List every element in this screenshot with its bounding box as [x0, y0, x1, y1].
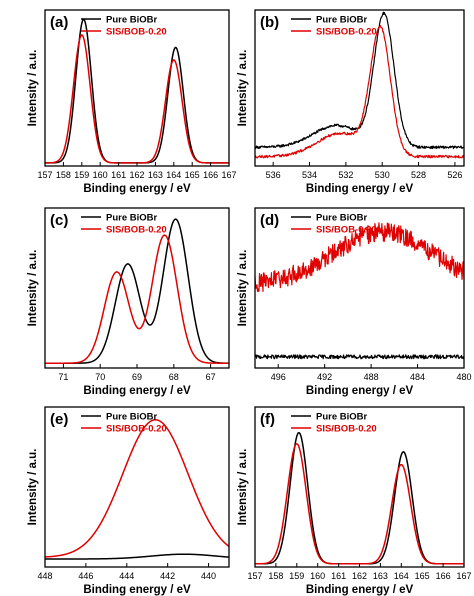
x-tick-label: 159 [74, 170, 89, 180]
x-tick-label: 165 [415, 571, 430, 581]
x-tick-label: 68 [169, 372, 179, 382]
x-tick-label: 160 [310, 571, 325, 581]
x-tick-label: 71 [58, 372, 68, 382]
panel-b: 536 534 532 530 528 526 Binding energy / eV Int… [237, 9, 465, 195]
legend-label: Pure BiOBr [316, 213, 368, 224]
y-axis-label: Intensity / a.u. [237, 50, 249, 127]
x-tick-label: 532 [338, 170, 353, 180]
x-axis-label: Binding energy / eV [306, 385, 414, 397]
x-axis-label: Binding energy / eV [306, 584, 414, 596]
x-tick-label: 167 [221, 170, 236, 180]
series-line-sis-bob-0-20 [254, 443, 465, 565]
panel-a: 157 158 159 160 161 162 163 164 165 166 167 Binding… [27, 9, 237, 195]
legend-label: Pure BiOBr [106, 412, 158, 423]
x-tick-label: 161 [331, 571, 346, 581]
legend-label: Pure BiOBr [106, 15, 158, 26]
axes-frame [254, 9, 465, 167]
legend-label: SIS/BOB-0.20 [106, 27, 167, 38]
x-tick-label: 159 [289, 571, 304, 581]
x-tick-label: 163 [148, 170, 163, 180]
x-tick-label: 442 [160, 571, 175, 581]
series-line-pure-biobr [254, 354, 465, 360]
x-tick-label: 160 [93, 170, 108, 180]
x-tick-label: 536 [266, 170, 281, 180]
x-tick-label: 162 [129, 170, 144, 180]
x-tick-label: 167 [456, 571, 471, 581]
x-tick-label: 70 [95, 372, 105, 382]
series-line-sis-bob-0-20 [44, 234, 230, 364]
panel-label: (b) [260, 14, 279, 31]
x-tick-label: 164 [166, 170, 181, 180]
legend-label: Pure BiOBr [316, 412, 368, 423]
x-tick-label: 444 [119, 571, 134, 581]
legend-label: Pure BiOBr [106, 213, 158, 224]
series-line-pure-biobr [44, 218, 230, 364]
x-axis-label: Binding energy / eV [83, 183, 191, 195]
series-line-sis-bob-0-20 [44, 34, 230, 164]
panel-d: 496 492 488 484 480 Binding energy / eV Intens… [237, 207, 472, 397]
x-tick-label: 534 [302, 170, 317, 180]
legend-label: SIS/BOB-0.20 [316, 27, 377, 38]
x-tick-label: 488 [364, 372, 379, 382]
x-tick-label: 164 [394, 571, 409, 581]
x-tick-label: 157 [37, 170, 52, 180]
x-tick-label: 163 [373, 571, 388, 581]
panel-label: (a) [50, 14, 68, 31]
x-axis-label: Binding energy / eV [306, 183, 414, 195]
x-tick-label: 530 [375, 170, 390, 180]
x-tick-label: 162 [352, 571, 367, 581]
y-axis-label: Intensity / a.u. [237, 449, 249, 526]
y-axis-label: Intensity / a.u. [27, 50, 39, 127]
y-axis-label: Intensity / a.u. [27, 449, 39, 526]
x-tick-label: 166 [436, 571, 451, 581]
series-line-sis-bob-0-20 [44, 419, 230, 558]
axes-frame [44, 406, 230, 568]
x-tick-label: 165 [185, 170, 200, 180]
legend-label: SIS/BOB-0.20 [316, 225, 377, 236]
panel-c: 71 70 69 68 67 Binding energy / eV Intensity /… [27, 207, 230, 397]
x-tick-label: 446 [78, 571, 93, 581]
series-line-sis-bob-0-20 [254, 25, 465, 159]
y-axis-label: Intensity / a.u. [27, 250, 39, 327]
x-tick-label: 484 [410, 372, 425, 382]
x-tick-label: 492 [317, 372, 332, 382]
x-tick-label: 528 [411, 170, 426, 180]
panel-f: 157 158 159 160 161 162 163 164 165 166 167 Binding… [237, 406, 472, 596]
legend-label: SIS/BOB-0.20 [316, 424, 377, 435]
x-tick-label: 69 [132, 372, 142, 382]
legend-label: Pure BiOBr [316, 15, 368, 26]
x-tick-label: 158 [268, 571, 283, 581]
x-axis-label: Binding energy / eV [83, 385, 191, 397]
x-tick-label: 161 [111, 170, 126, 180]
x-tick-label: 480 [456, 372, 471, 382]
panel-label: (e) [50, 411, 68, 428]
x-tick-label: 496 [271, 372, 286, 382]
series-line-pure-biobr [44, 553, 230, 560]
panel-label: (c) [50, 212, 68, 229]
legend-label: SIS/BOB-0.20 [106, 225, 167, 236]
axes-frame [254, 207, 465, 369]
x-tick-label: 166 [203, 170, 218, 180]
series-line-sis-bob-0-20 [254, 222, 465, 293]
y-axis-label: Intensity / a.u. [237, 250, 249, 327]
x-tick-label: 158 [56, 170, 71, 180]
panel-e: 448 446 444 442 440 Binding energy / eV Intens… [27, 406, 230, 596]
x-axis-label: Binding energy / eV [83, 584, 191, 596]
x-tick-label: 67 [206, 372, 216, 382]
x-tick-label: 440 [201, 571, 216, 581]
legend-label: SIS/BOB-0.20 [106, 424, 167, 435]
panel-label: (d) [260, 212, 279, 229]
x-tick-label: 157 [247, 571, 262, 581]
panel-label: (f) [260, 411, 275, 428]
x-tick-label: 526 [447, 170, 462, 180]
x-tick-label: 448 [37, 571, 52, 581]
